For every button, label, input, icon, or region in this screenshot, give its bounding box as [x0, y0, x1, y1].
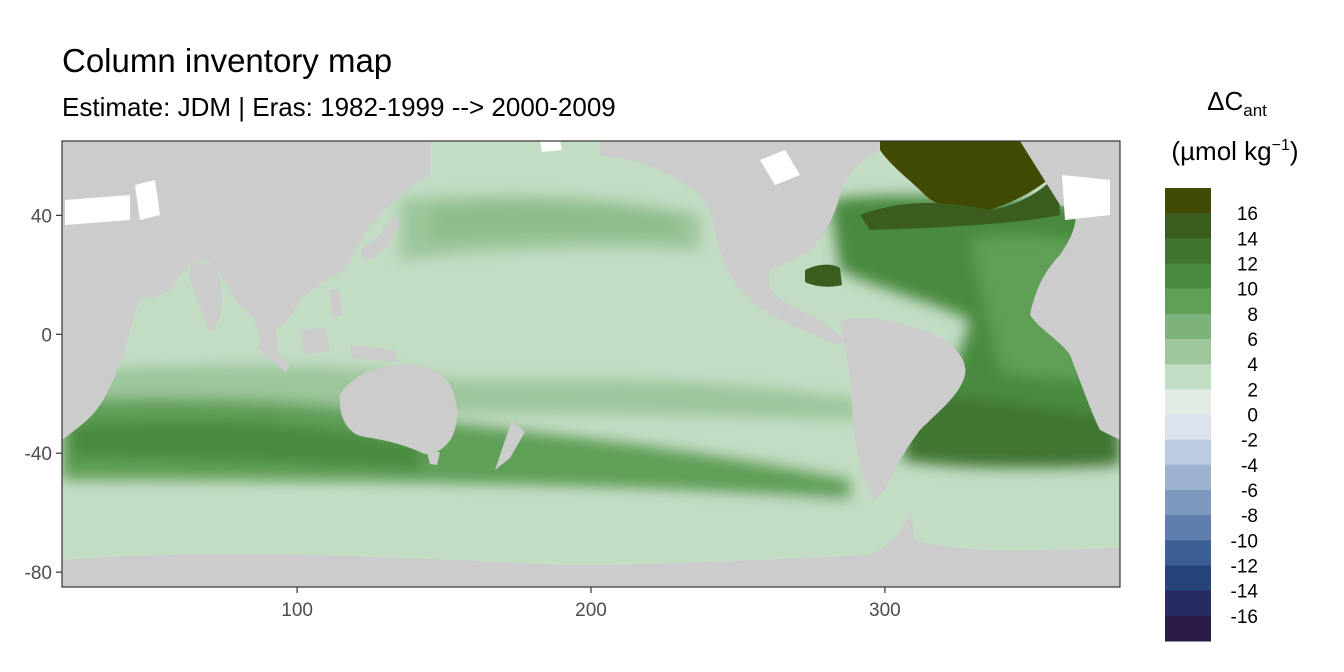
legend-swatch — [1165, 490, 1211, 516]
land-north-america — [600, 141, 880, 345]
legend-swatch — [1165, 464, 1211, 491]
land-australia — [339, 364, 458, 455]
legend-label: 14 — [1237, 229, 1259, 250]
legend-label: -10 — [1231, 531, 1258, 552]
legend-swatch — [1165, 540, 1211, 566]
no-data-arctic-n — [540, 141, 562, 152]
land-africa-east — [62, 141, 176, 440]
legend-swatch — [1165, 615, 1211, 642]
legend-swatch — [1165, 238, 1211, 264]
legend-swatch — [1165, 590, 1211, 617]
legend-swatch — [1165, 213, 1211, 239]
legend-label: -14 — [1231, 582, 1259, 603]
legend-label: 4 — [1247, 355, 1258, 376]
legend-label: -16 — [1231, 607, 1258, 628]
x-tick-label: 200 — [575, 600, 607, 621]
land-new-guinea — [350, 345, 398, 362]
gulf-hotspot — [805, 264, 842, 287]
legend-unit-main: (µmol kg — [1171, 136, 1272, 166]
legend-swatch — [1165, 339, 1211, 365]
north-pacific-band-inner — [430, 204, 680, 240]
legend-label: 0 — [1247, 406, 1258, 427]
southern-ocean-core — [70, 420, 420, 470]
y-tick-label: 0 — [41, 325, 52, 346]
legend-label: -2 — [1241, 431, 1258, 452]
legend-label: -12 — [1231, 557, 1258, 578]
north-atlantic-ring — [860, 172, 1060, 230]
legend-title: ΔCant — [1162, 86, 1312, 121]
land-tasmania — [427, 452, 440, 465]
land-philippines — [330, 290, 342, 318]
x-tick-label: 300 — [869, 600, 901, 621]
x-tick-label: 100 — [281, 600, 313, 621]
legend-swatch — [1165, 288, 1211, 315]
legend-swatch — [1165, 188, 1211, 214]
legend-swatch — [1165, 414, 1211, 441]
legend-swatch — [1165, 313, 1211, 340]
map-panel — [62, 141, 1120, 587]
land-japan — [360, 215, 400, 262]
land-sumatra — [258, 340, 290, 372]
legend-unit: (µmol kg−1) — [1160, 136, 1310, 167]
legend-label: 12 — [1237, 255, 1258, 276]
no-data-mediterranean — [65, 195, 130, 225]
chart-title: Column inventory map — [62, 42, 393, 79]
legend-label: 8 — [1247, 305, 1258, 326]
legend-label: 6 — [1247, 330, 1258, 351]
legend-swatch — [1165, 565, 1211, 592]
legend-unit-close: ) — [1289, 136, 1299, 166]
legend-swatch — [1165, 364, 1211, 390]
legend-label: -8 — [1241, 506, 1258, 527]
land-antarctica — [62, 510, 1120, 587]
land-india — [190, 262, 222, 332]
y-tick-label: 40 — [31, 206, 52, 227]
legend-label: 2 — [1247, 380, 1258, 401]
land-south-america — [840, 318, 966, 500]
legend-label: -6 — [1241, 481, 1258, 502]
south-atlantic-strong — [900, 390, 1120, 468]
chart-subtitle: Estimate: JDM | Eras: 1982-1999 --> 2000… — [62, 92, 616, 122]
no-data — [65, 141, 1110, 225]
legend-title-main: ΔC — [1207, 86, 1244, 116]
legend-swatch — [1165, 389, 1211, 415]
y-tick-label: -80 — [25, 563, 52, 584]
legend-label: -4 — [1241, 456, 1258, 477]
land-borneo — [300, 328, 330, 355]
no-data-hudson — [760, 150, 800, 185]
land-se-asia — [250, 300, 278, 360]
legend-swatch — [1165, 263, 1211, 290]
land-new-zealand — [495, 420, 525, 470]
no-data-caspian — [135, 180, 160, 220]
legend-swatch — [1165, 515, 1211, 541]
north-atlantic-hotspot — [880, 141, 1060, 212]
no-data-baltic — [1062, 175, 1110, 220]
legend-label: 16 — [1237, 204, 1258, 225]
legend-color-bar: 16 14 12 10 8 6 4 2 0 -2 -4 -6 -8 -10 -12 -14 -16 — [1165, 188, 1258, 642]
legend-unit-superscript: −1 — [1271, 137, 1290, 154]
legend-swatch — [1165, 439, 1211, 466]
y-tick-label: -40 — [25, 444, 52, 465]
legend-label: 10 — [1237, 280, 1258, 301]
legend-title-subscript: ant — [1243, 101, 1267, 120]
